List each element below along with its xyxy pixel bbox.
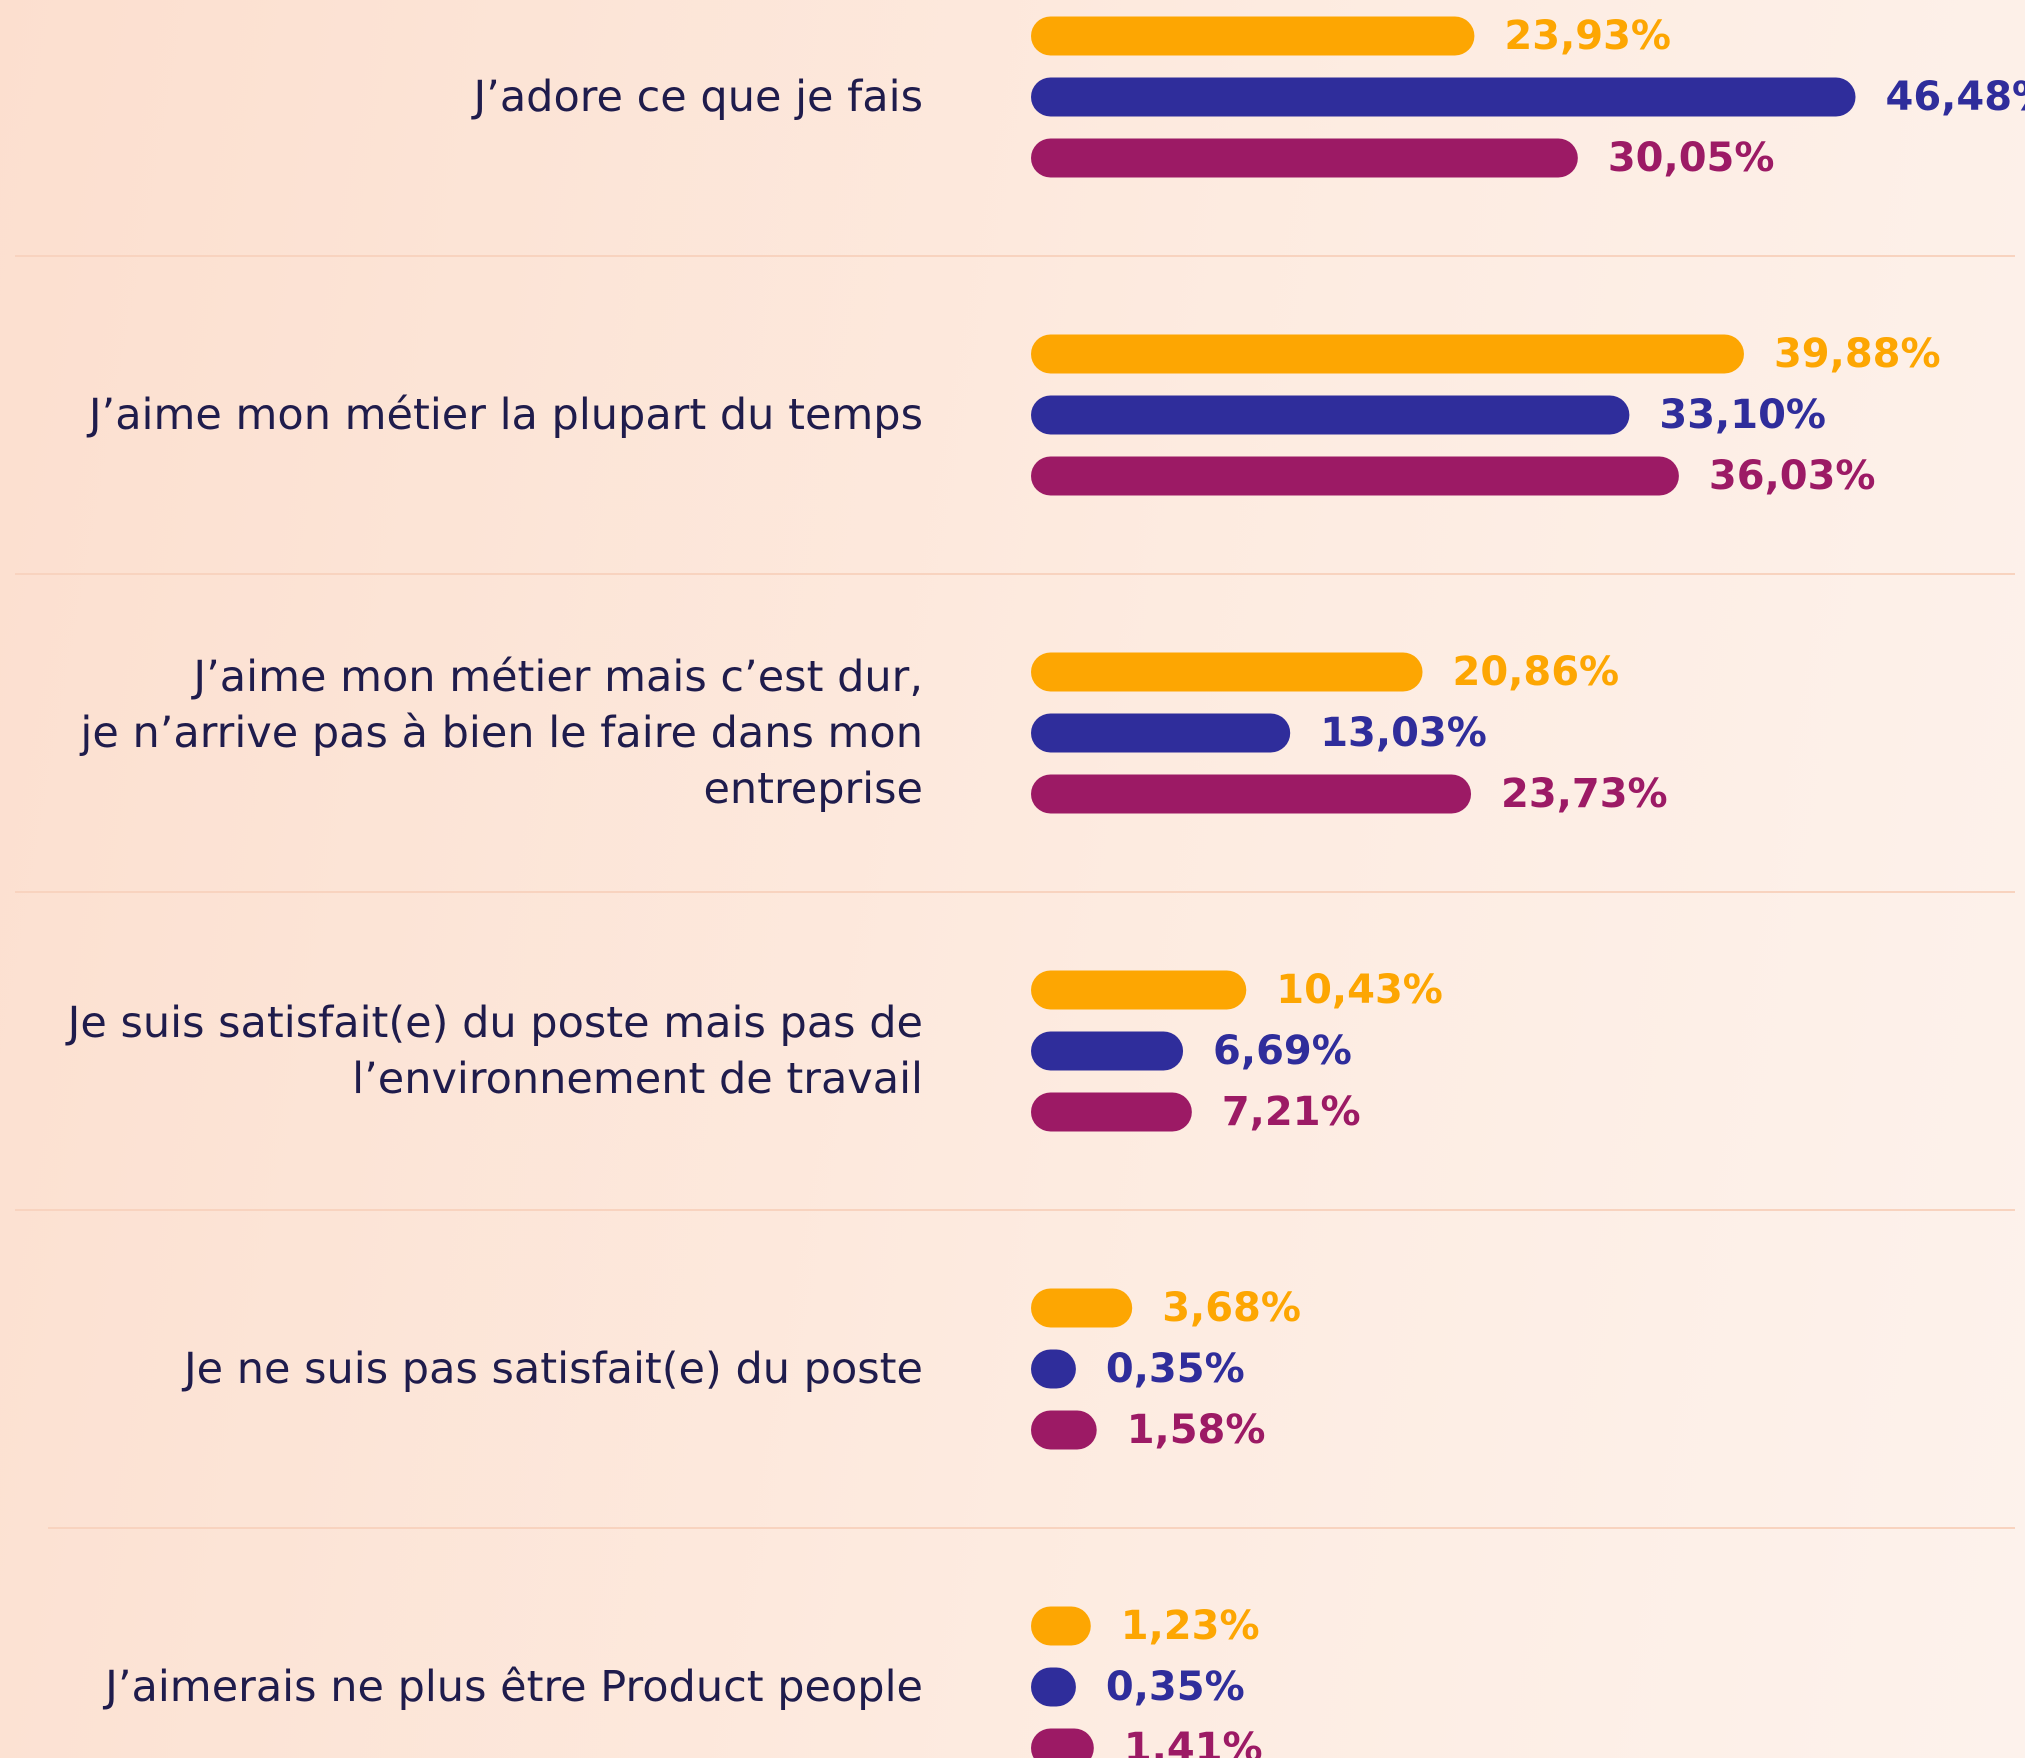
value-label: 13,03% [1320,710,1487,756]
value-label: 30,05% [1608,135,1775,181]
category-label: J’adore ce que je fais [473,72,923,122]
category-label: Je suis satisfait(e) du poste mais pas d… [67,998,923,1104]
value-label: 23,93% [1504,13,1671,59]
value-label: 46,48% [1886,74,2025,120]
value-label: 23,73% [1501,771,1668,817]
value-label: 20,86% [1453,649,1620,695]
value-label: 39,88% [1774,331,1941,377]
category-label: J’aime mon métier la plupart du temps [88,390,923,440]
category-label: J’aime mon métier mais c’est dur, je n’a… [80,652,923,814]
value-label: 1,23% [1121,1603,1260,1649]
category-label: J’aimerais ne plus être Product people [105,1662,923,1712]
value-label: 1,41% [1124,1725,1263,1758]
value-label: 6,69% [1213,1028,1352,1074]
value-label: 3,68% [1162,1285,1301,1331]
category-label: Je ne suis pas satisfait(e) du poste [183,1344,923,1394]
value-label: 0,35% [1106,1664,1245,1710]
value-label: 10,43% [1276,967,1443,1013]
value-label: 33,10% [1659,392,1826,438]
value-label: 0,35% [1106,1346,1245,1392]
value-label: 1,58% [1127,1407,1266,1453]
value-label: 36,03% [1709,453,1876,499]
value-label: 7,21% [1222,1089,1361,1135]
